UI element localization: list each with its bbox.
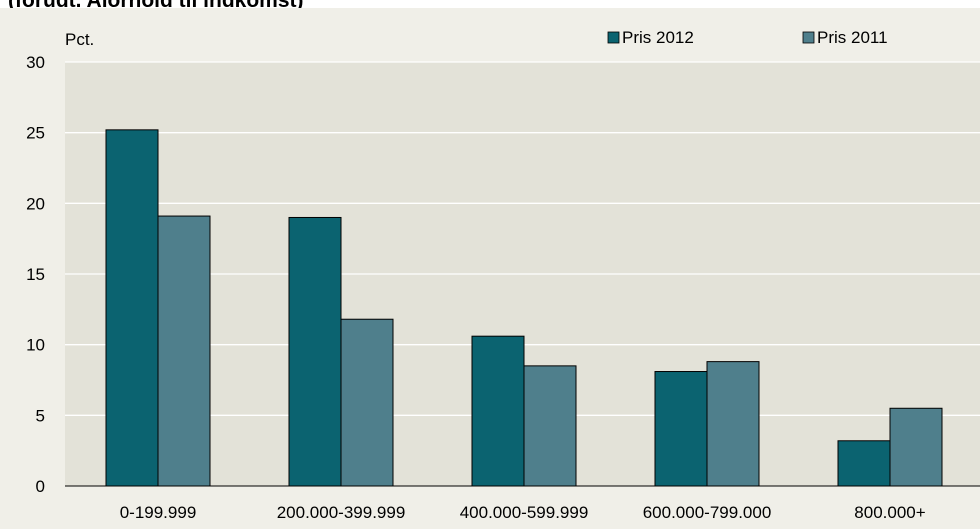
bar-pris-2011: [889, 407, 943, 487]
bar-pris-2012: [471, 335, 525, 487]
bar-pris-2012: [837, 440, 891, 487]
x-category-label: 400.000-599.999: [460, 503, 589, 522]
legend-swatch: [802, 31, 815, 44]
legend-label: Pris 2011: [817, 28, 888, 47]
bar-pris-2012: [654, 371, 708, 487]
x-category-label: 800.000+: [854, 503, 925, 522]
y-axis-unit-label: Pct.: [65, 30, 94, 49]
bar-pris-2012: [288, 216, 342, 487]
y-tick-label: 30: [26, 53, 45, 72]
y-tick-label: 20: [26, 194, 45, 213]
x-category-label: 0-199.999: [120, 503, 197, 522]
legend-swatch: [607, 31, 620, 44]
x-category-label: 600.000-799.000: [643, 503, 772, 522]
x-category-label: 200.000-399.999: [277, 503, 406, 522]
bar-pris-2011: [157, 215, 211, 487]
y-tick-label: 15: [26, 265, 45, 284]
bar-pris-2011: [523, 365, 577, 487]
y-tick-label: 25: [26, 124, 45, 143]
bar-pris-2011: [340, 318, 394, 487]
y-tick-label: 5: [36, 406, 45, 425]
bar-pris-2011: [706, 361, 760, 487]
y-tick-label: 0: [36, 477, 45, 496]
legend-label: Pris 2012: [622, 28, 694, 47]
y-tick-label: 10: [26, 336, 45, 355]
bar-pris-2012: [105, 129, 159, 487]
